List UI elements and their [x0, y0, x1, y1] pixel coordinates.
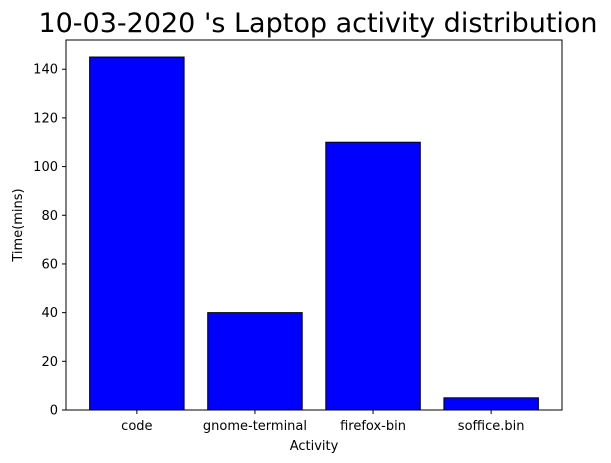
- chart-title: 10-03-2020 's Laptop activity distributi…: [38, 8, 597, 39]
- x-tick-label: soffice.bin: [458, 419, 525, 434]
- y-tick-label: 0: [50, 404, 58, 419]
- bars-layer: [89, 56, 539, 411]
- y-tick-label: 40: [41, 306, 58, 321]
- y-tick-label: 100: [33, 160, 58, 175]
- y-tick-label: 80: [41, 209, 58, 224]
- x-tick-label: gnome-terminal: [203, 419, 307, 434]
- bar-soffice.bin: [443, 397, 539, 411]
- y-axis: 0 20 40 60 80 100 120 140: [33, 63, 66, 419]
- plot-frame: [65, 39, 563, 411]
- bar-firefox-bin: [325, 141, 421, 411]
- x-axis-label: Activity: [290, 439, 339, 454]
- y-tick-label: 20: [41, 355, 58, 370]
- x-tick-label: firefox-bin: [340, 419, 406, 434]
- y-axis-label: Time(mins): [11, 188, 26, 262]
- y-tick-label: 60: [41, 257, 58, 272]
- bar-code: [89, 56, 185, 411]
- y-tick-label: 120: [33, 111, 58, 126]
- y-tick-label: 140: [33, 63, 58, 78]
- x-axis: code gnome-terminal firefox-bin soffice.bin: [121, 410, 524, 434]
- x-tick-label: code: [121, 419, 152, 434]
- bar-gnome-terminal: [207, 312, 303, 411]
